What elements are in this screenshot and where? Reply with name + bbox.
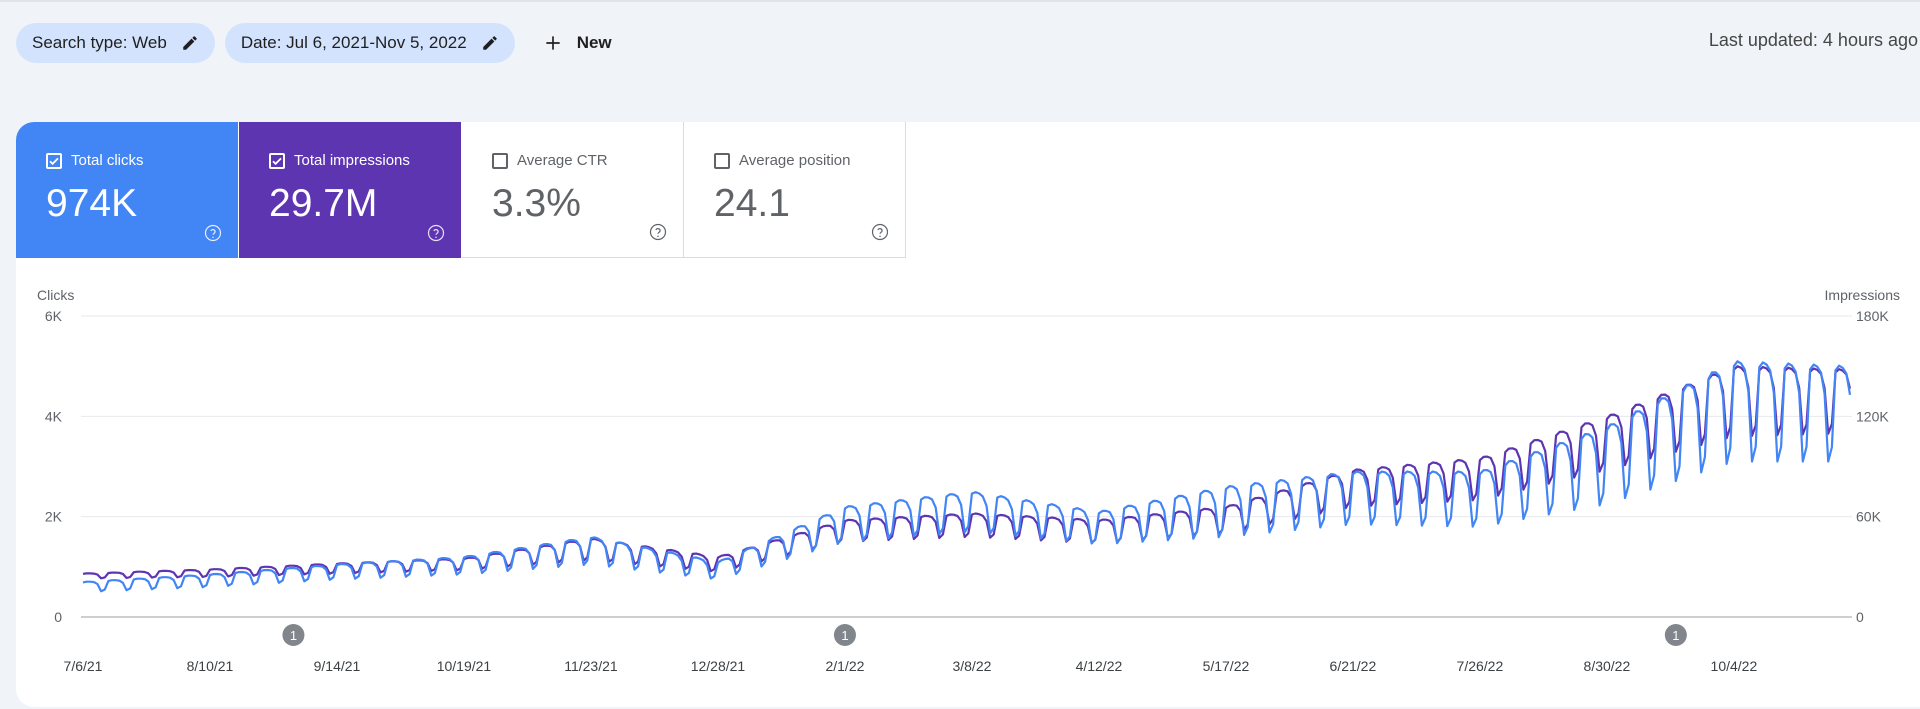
metric-value: 3.3% bbox=[492, 182, 581, 225]
help-icon[interactable] bbox=[871, 223, 889, 241]
search-type-label: Search type: Web bbox=[32, 33, 167, 52]
metric-label-row: Total clicks bbox=[46, 152, 144, 169]
checkbox-unchecked-icon[interactable] bbox=[492, 152, 508, 169]
checkbox-checked-icon[interactable] bbox=[46, 152, 62, 169]
series-line-impressions bbox=[82, 365, 1852, 580]
x-tick-label: 12/28/21 bbox=[691, 658, 746, 674]
search-type-chip[interactable]: Search type: Web bbox=[16, 23, 215, 63]
right-tick-label: 120K bbox=[1856, 408, 1889, 424]
top-divider bbox=[0, 0, 1920, 2]
metric-value: 29.7M bbox=[269, 182, 378, 225]
new-filter-button[interactable]: New bbox=[531, 23, 624, 63]
metric-total-impressions[interactable]: Total impressions 29.7M bbox=[239, 122, 461, 258]
metric-average-ctr[interactable]: Average CTR 3.3% bbox=[462, 122, 684, 258]
grid-lines bbox=[81, 315, 1852, 618]
left-tick-label: 6K bbox=[45, 308, 63, 324]
axis-ticks: 6K 180K 4K 120K 2K 60K 0 0 7/6/21 8/10/21 9/14/21 1… bbox=[45, 308, 1889, 674]
metric-label: Average position bbox=[739, 152, 851, 169]
right-tick-label: 60K bbox=[1856, 509, 1882, 525]
annotation-label: 1 bbox=[290, 628, 297, 643]
x-tick-label: 8/30/22 bbox=[1584, 658, 1631, 674]
metric-label: Average CTR bbox=[517, 152, 608, 169]
x-tick-label: 2/1/22 bbox=[825, 658, 864, 674]
help-icon[interactable] bbox=[649, 223, 667, 241]
left-tick-label: 2K bbox=[45, 509, 63, 525]
pencil-icon bbox=[183, 36, 197, 50]
metric-label-row: Average position bbox=[714, 152, 850, 169]
annotations: 1 1 1 bbox=[282, 624, 1687, 646]
series-lines bbox=[82, 360, 1852, 593]
left-tick-label: 4K bbox=[45, 408, 63, 424]
x-tick-label: 5/17/22 bbox=[1203, 658, 1250, 674]
metric-label: Total clicks bbox=[71, 152, 144, 169]
series-line-clicks bbox=[82, 360, 1852, 593]
annotation-marker[interactable]: 1 bbox=[1664, 624, 1687, 646]
x-tick-label: 7/6/21 bbox=[64, 658, 103, 674]
right-axis-label: Impressions bbox=[1825, 287, 1900, 303]
help-icon[interactable] bbox=[427, 224, 445, 242]
x-tick-label: 6/21/22 bbox=[1330, 658, 1377, 674]
annotation-dot bbox=[833, 624, 856, 646]
x-tick-label: 10/4/22 bbox=[1711, 658, 1758, 674]
annotation-marker[interactable]: 1 bbox=[282, 624, 305, 646]
x-tick-label: 9/14/21 bbox=[314, 658, 361, 674]
annotation-dot bbox=[282, 624, 305, 646]
right-tick-label: 0 bbox=[1856, 609, 1864, 625]
x-tick-label: 7/26/22 bbox=[1457, 658, 1504, 674]
annotation-label: 1 bbox=[841, 628, 848, 643]
annotation-marker[interactable]: 1 bbox=[833, 624, 856, 646]
date-range-label: Date: Jul 6, 2021-Nov 5, 2022 bbox=[240, 33, 467, 52]
annotation-label: 1 bbox=[1672, 628, 1679, 643]
x-tick-label: 4/12/22 bbox=[1076, 658, 1123, 674]
performance-chart: Clicks Impressions 6K 180K 4K 120K 2K 60K 0 0 7/… bbox=[37, 287, 1900, 674]
metric-label-row: Average CTR bbox=[492, 152, 608, 169]
new-filter-label: New bbox=[576, 33, 612, 52]
x-tick-label: 10/19/21 bbox=[437, 658, 492, 674]
metric-total-clicks[interactable]: Total clicks 974K bbox=[16, 122, 238, 258]
metric-average-position[interactable]: Average position 24.1 bbox=[684, 122, 906, 258]
x-tick-label: 3/8/22 bbox=[952, 658, 991, 674]
checkbox-checked-icon[interactable] bbox=[269, 152, 285, 169]
metric-label-row: Total impressions bbox=[269, 152, 410, 169]
help-icon[interactable] bbox=[204, 224, 222, 242]
x-tick-label: 8/10/21 bbox=[187, 658, 234, 674]
right-tick-label: 180K bbox=[1856, 308, 1889, 324]
left-tick-label: 0 bbox=[54, 609, 62, 625]
performance-card: Total clicks 974K Total impressions 29.7… bbox=[16, 122, 1920, 707]
x-tick-label: 11/23/21 bbox=[564, 658, 618, 674]
annotation-dot bbox=[1664, 624, 1687, 646]
metric-value: 974K bbox=[46, 182, 138, 225]
filter-bar: Search type: Web Date: Jul 6, 2021-Nov 5… bbox=[16, 23, 624, 63]
pencil-icon bbox=[482, 36, 497, 50]
metric-label: Total impressions bbox=[294, 152, 410, 169]
checkbox-unchecked-icon[interactable] bbox=[714, 152, 730, 169]
plus-icon bbox=[546, 36, 560, 50]
last-updated-text: Last updated: 4 hours ago bbox=[1708, 30, 1918, 50]
date-range-chip[interactable]: Date: Jul 6, 2021-Nov 5, 2022 bbox=[224, 23, 515, 63]
metric-value: 24.1 bbox=[714, 182, 790, 225]
left-axis-label: Clicks bbox=[37, 287, 74, 303]
